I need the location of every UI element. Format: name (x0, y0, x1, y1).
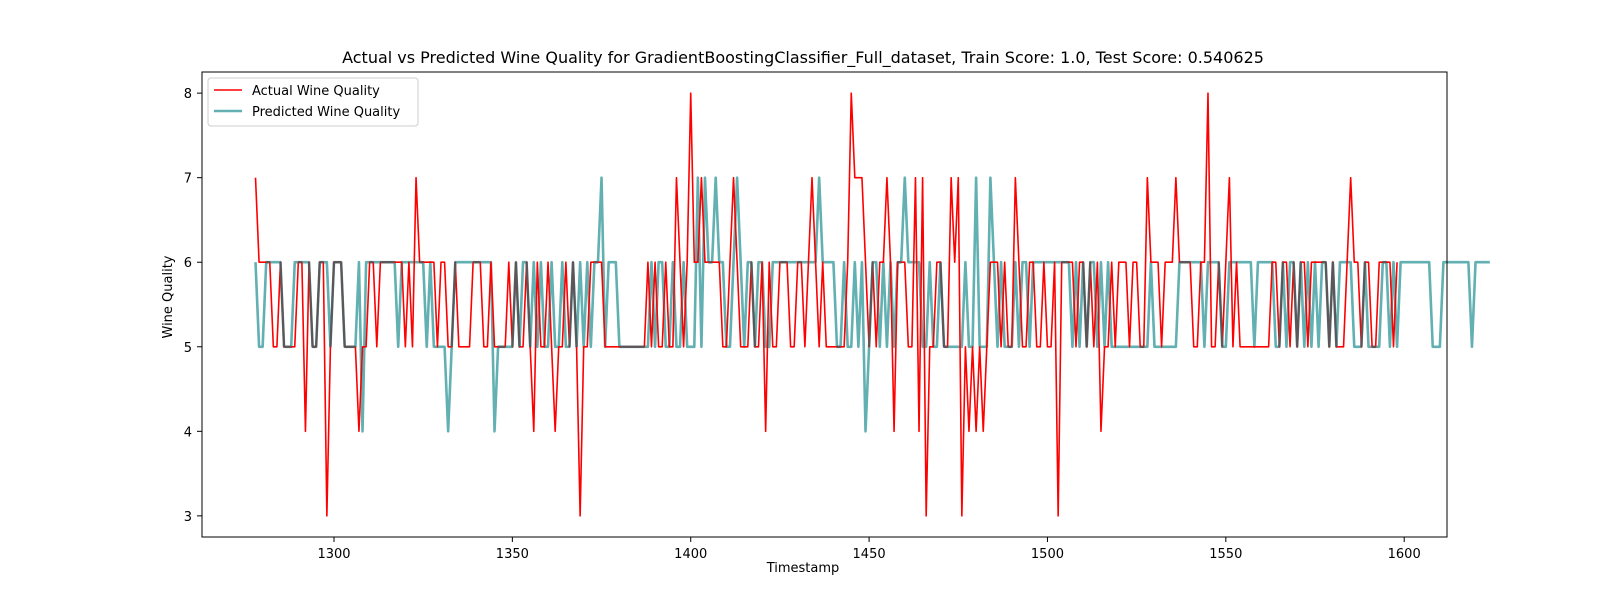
y-tick-label: 5 (184, 341, 192, 356)
x-tick-label: 1450 (853, 547, 886, 562)
x-tick-label: 1350 (496, 547, 529, 562)
legend-box (207, 77, 419, 127)
y-tick-label: 8 (184, 87, 192, 102)
x-axis: 1300 1350 1400 1450 1500 1550 1600 (317, 537, 1421, 562)
plot-frame (201, 71, 1448, 538)
y-tick-label: 4 (184, 425, 192, 440)
y-tick-label: 3 (184, 510, 192, 525)
x-tick-label: 1300 (317, 547, 350, 562)
series-overlap (266, 261, 1387, 348)
y-axis: 3 4 5 6 7 8 (184, 87, 202, 525)
y-tick-label: 6 (184, 256, 192, 271)
chart-title: Actual vs Predicted Wine Quality for Gra… (342, 48, 1264, 68)
legend-label-predicted: Predicted Wine Quality (252, 105, 400, 120)
legend: Actual Wine Quality Predicted Wine Quali… (207, 77, 419, 127)
x-tick-label: 1550 (1209, 547, 1242, 562)
x-tick-label: 1600 (1388, 547, 1421, 562)
y-tick-label: 7 (184, 172, 192, 187)
series-line-actual (254, 92, 1398, 517)
x-axis-title: Timestamp (766, 561, 840, 576)
legend-label-actual: Actual Wine Quality (252, 84, 380, 99)
plot-area (201, 71, 1490, 538)
x-tick-label: 1400 (674, 547, 707, 562)
x-tick-label: 1500 (1031, 547, 1064, 562)
y-axis-title: Wine Quality (161, 255, 176, 338)
